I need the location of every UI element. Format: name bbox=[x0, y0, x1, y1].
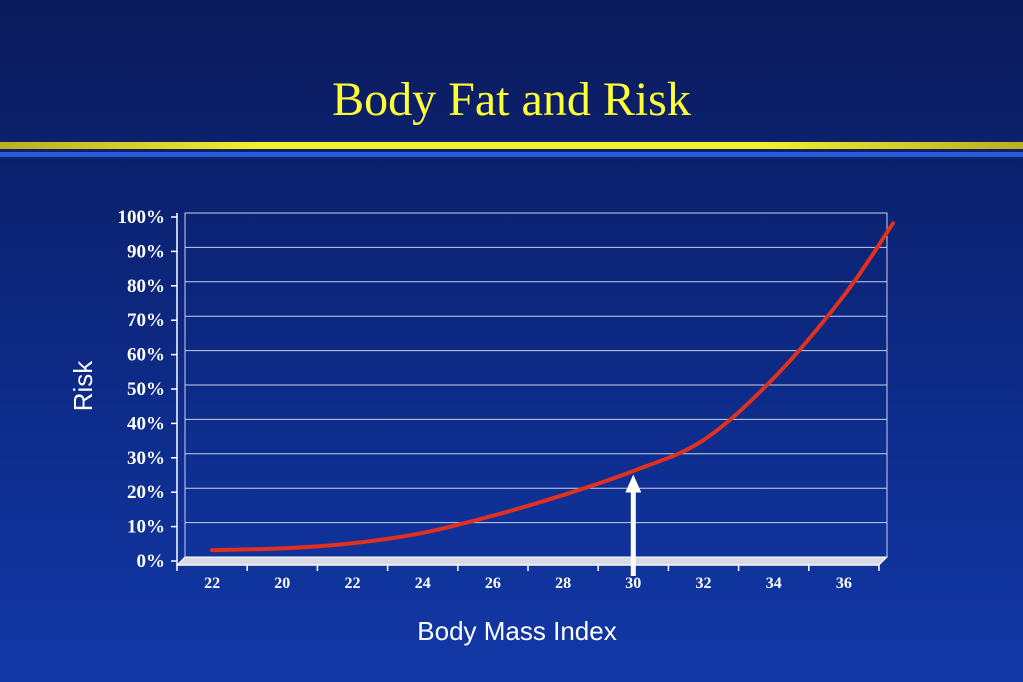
x-axis-ticks: 22 20 22 24 26 28 30 32 34 36 bbox=[176, 565, 880, 592]
x-tick-label: 20 bbox=[274, 575, 290, 592]
annotations bbox=[625, 474, 642, 576]
axes bbox=[175, 213, 889, 566]
y-tick-label: 10% bbox=[127, 517, 165, 538]
y-axis-title: Risk bbox=[68, 360, 98, 412]
y-tick-label: 30% bbox=[127, 448, 165, 469]
plot-floor bbox=[175, 556, 889, 566]
x-tick-label: 26 bbox=[485, 575, 501, 592]
y-tick-label: 90% bbox=[127, 241, 165, 262]
title-divider-blue bbox=[0, 152, 1023, 157]
y-tick-label: 70% bbox=[127, 310, 165, 331]
x-tick-label: 22 bbox=[204, 575, 220, 592]
series-group bbox=[210, 221, 896, 553]
x-axis-title: Body Mass Index bbox=[417, 616, 616, 646]
y-tick-label: 20% bbox=[127, 482, 165, 503]
y-axis-ticks: 0% 10% 20% 30% 40% 50% 60% 70% 80% 90% 100% bbox=[118, 207, 177, 572]
y-tick-label: 0% bbox=[137, 551, 166, 572]
series-line bbox=[210, 221, 896, 553]
y-tick-label: 60% bbox=[127, 345, 165, 366]
title-divider-gold bbox=[0, 142, 1023, 149]
y-tick-label: 40% bbox=[127, 413, 165, 434]
y-tick-label: 50% bbox=[127, 379, 165, 400]
arrow-head bbox=[625, 474, 642, 493]
gridlines bbox=[185, 212, 887, 524]
x-tick-label: 24 bbox=[415, 575, 431, 592]
x-tick-label: 36 bbox=[836, 575, 852, 592]
x-tick-label: 34 bbox=[766, 575, 782, 592]
x-tick-label: 28 bbox=[555, 575, 571, 592]
slide-title: Body Fat and Risk bbox=[332, 73, 691, 126]
x-tick-label: 32 bbox=[696, 575, 712, 592]
y-tick-label: 100% bbox=[118, 207, 166, 228]
x-tick-label: 22 bbox=[345, 575, 361, 592]
y-tick-label: 80% bbox=[127, 276, 165, 297]
x-tick-label: 30 bbox=[625, 575, 641, 592]
